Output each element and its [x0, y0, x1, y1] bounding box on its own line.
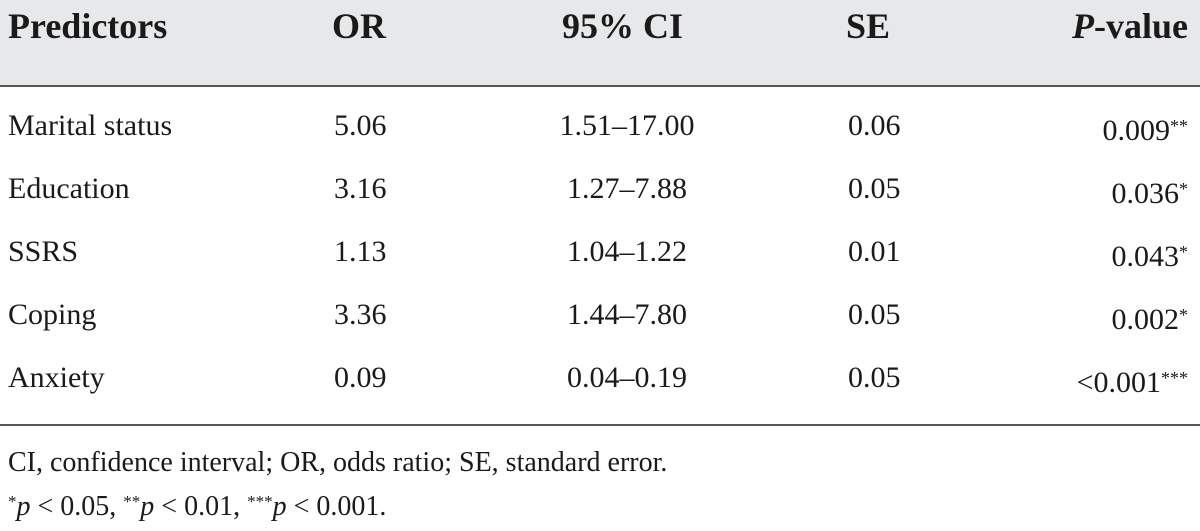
sig3-star: *** — [247, 492, 273, 511]
p-value-cell: <0.001*** — [1077, 358, 1188, 403]
header-p-italic: P — [1072, 6, 1094, 46]
predictor-cell: Marital status — [8, 109, 173, 142]
ci-cell: 0.04–0.19 — [567, 361, 687, 394]
sig3-text: < 0.001. — [286, 491, 387, 522]
table-row: Marital status 5.06 1.51–17.00 0.06 0.009** — [0, 106, 1200, 147]
table-row: Coping 3.36 1.44–7.80 0.05 0.002* — [0, 295, 1200, 336]
or-cell: 5.06 — [334, 109, 387, 142]
p-value-text: 0.002 — [1111, 303, 1180, 336]
significance-stars: * — [1179, 242, 1188, 262]
sig1-p: p — [16, 491, 31, 522]
significance-stars: ** — [1170, 116, 1188, 136]
or-cell: 3.36 — [334, 298, 387, 331]
or-cell: 1.13 — [334, 235, 387, 268]
p-value-cell: 0.043* — [1112, 232, 1189, 277]
ci-cell: 1.27–7.88 — [567, 172, 687, 205]
header-predictors: Predictors — [8, 6, 168, 46]
se-cell: 0.05 — [848, 298, 901, 331]
header-or: OR — [332, 6, 386, 46]
sig1-star: * — [8, 492, 17, 511]
p-value-text: 0.036 — [1111, 177, 1180, 210]
p-value-text: 0.043 — [1111, 240, 1180, 273]
significance-stars: * — [1179, 179, 1188, 199]
header-ci: 95% CI — [562, 6, 684, 46]
sig1-text: < 0.05, — [30, 491, 124, 522]
p-value-cell: 0.036* — [1112, 169, 1189, 214]
or-cell: 3.16 — [334, 172, 387, 205]
sig2-p: p — [140, 491, 155, 522]
ci-cell: 1.44–7.80 — [567, 298, 687, 331]
se-cell: 0.06 — [848, 109, 901, 142]
sig2-text: < 0.01, — [154, 491, 248, 522]
header-p-suffix: -value — [1094, 6, 1188, 46]
p-value-cell: 0.002* — [1112, 295, 1189, 340]
header-rule — [0, 85, 1200, 87]
table-row: Anxiety 0.09 0.04–0.19 0.05 <0.001*** — [0, 358, 1200, 399]
header-se: SE — [846, 6, 891, 46]
or-cell: 0.09 — [334, 361, 387, 394]
se-cell: 0.05 — [848, 172, 901, 205]
p-value-text: 0.009 — [1102, 114, 1171, 147]
p-value-text: <0.001 — [1076, 366, 1161, 399]
predictor-cell: Anxiety — [8, 361, 105, 394]
bottom-rule — [0, 424, 1200, 426]
se-cell: 0.01 — [848, 235, 901, 268]
header-p-value: P-value — [1072, 6, 1188, 46]
predictor-cell: Education — [8, 172, 130, 205]
p-value-cell: 0.009** — [1103, 106, 1189, 151]
ci-cell: 1.04–1.22 — [567, 235, 687, 268]
table-row: SSRS 1.13 1.04–1.22 0.01 0.043* — [0, 232, 1200, 273]
significance-note: *p < 0.05, **p < 0.01, ***p < 0.001. — [8, 485, 386, 524]
abbreviations-note: CI, confidence interval; OR, odds ratio;… — [8, 447, 668, 478]
predictor-cell: Coping — [8, 298, 97, 331]
predictor-cell: SSRS — [8, 235, 79, 268]
se-cell: 0.05 — [848, 361, 901, 394]
table-row: Education 3.16 1.27–7.88 0.05 0.036* — [0, 169, 1200, 210]
significance-stars: * — [1179, 305, 1188, 325]
sig3-p: p — [272, 491, 287, 522]
table-header-row: Predictors OR 95% CI SE P-value — [0, 0, 1200, 85]
significance-stars: *** — [1161, 368, 1188, 388]
ci-cell: 1.51–17.00 — [559, 109, 695, 142]
sig2-star: ** — [123, 492, 141, 511]
